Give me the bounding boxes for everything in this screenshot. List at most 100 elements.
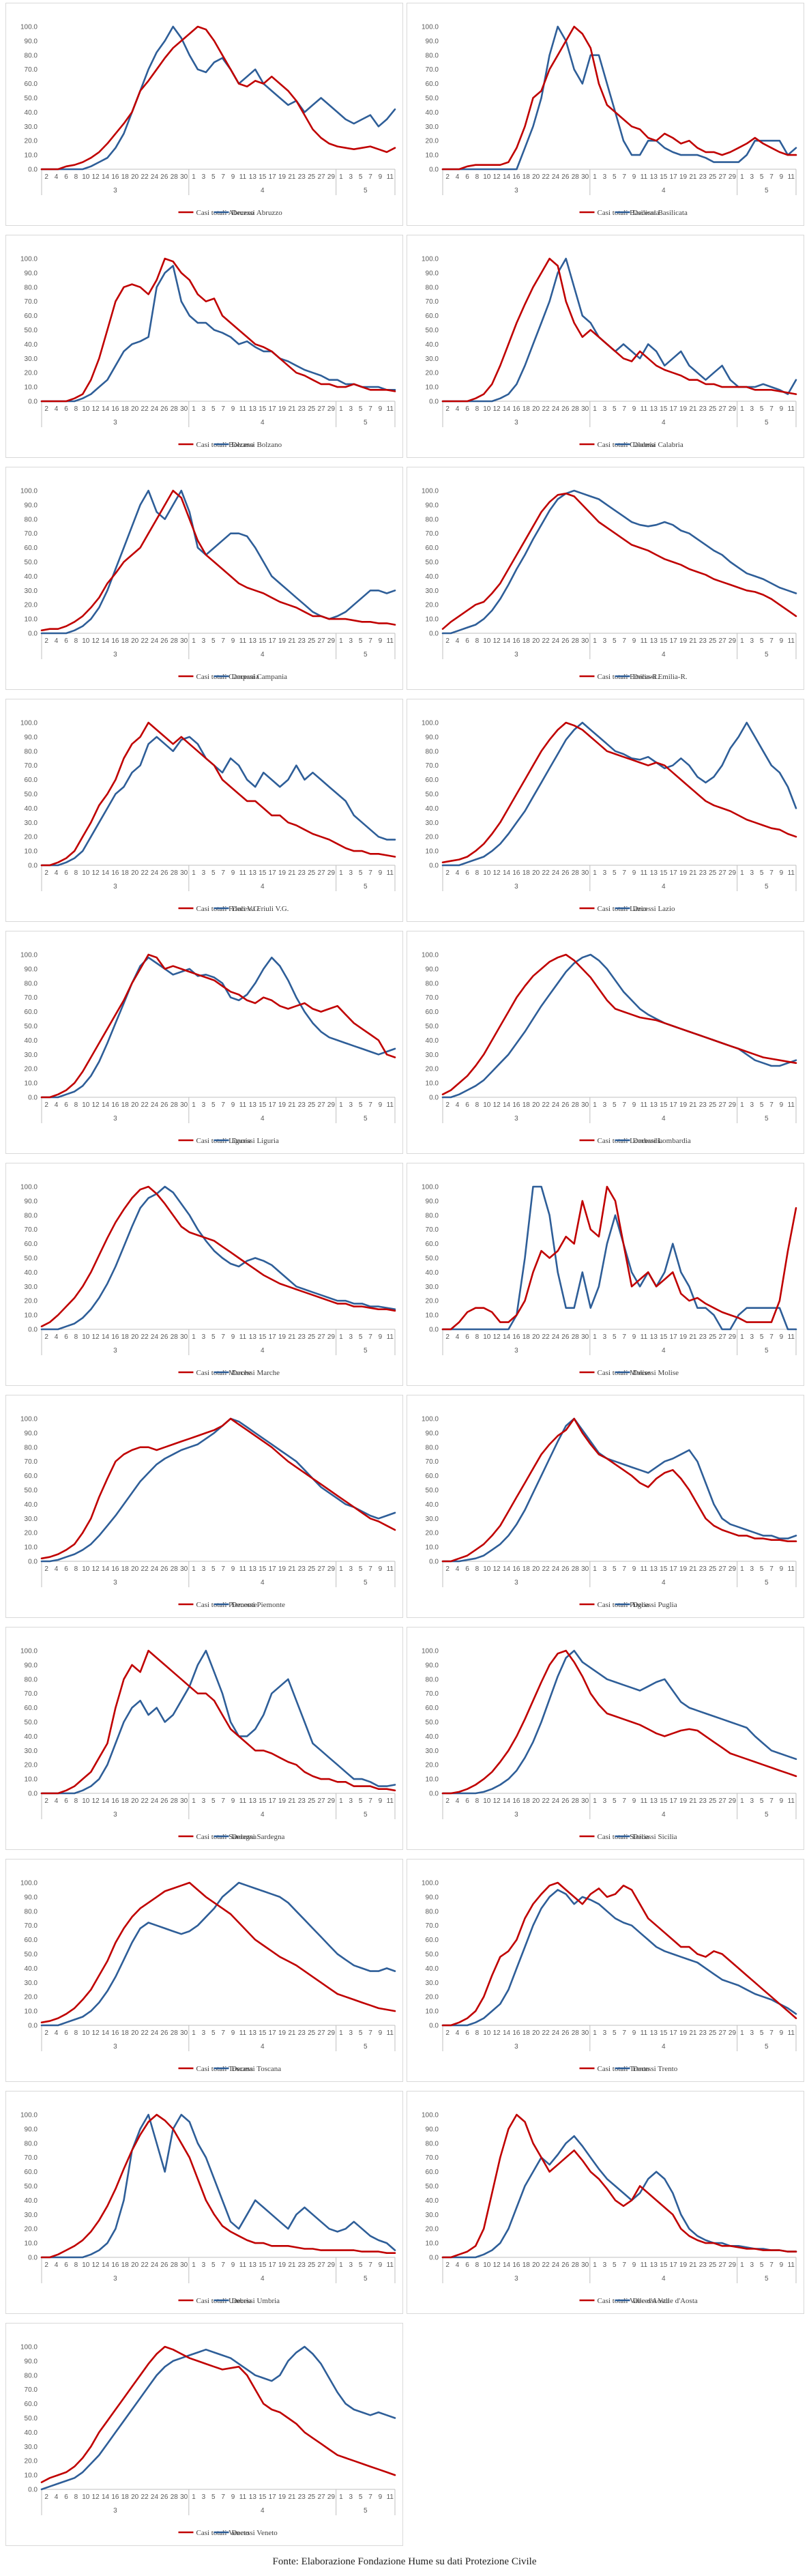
deaths-line — [40, 2113, 396, 2259]
y-tick-label: 100.0 — [422, 256, 439, 263]
x-tick-label: 4 — [456, 869, 460, 877]
x-tick-label: 7 — [221, 2029, 225, 2037]
y-tick-label: 40.0 — [426, 1269, 439, 1277]
cases-line — [441, 953, 797, 1096]
y-tick-label: 60.0 — [426, 777, 439, 784]
x-tick-label: 22 — [542, 173, 550, 181]
x-tick-label: 5 — [211, 2493, 216, 2501]
y-tick-label: 40.0 — [25, 2197, 38, 2205]
x-tick-label: 27 — [719, 869, 727, 877]
legend-deaths-label: Decessi Toscana — [232, 2065, 282, 2073]
x-tick-label: 1 — [339, 2261, 343, 2269]
y-tick-label: 0.0 — [429, 1559, 439, 1566]
deaths-line — [441, 1889, 797, 2027]
y-tick-label: 40.0 — [25, 1965, 38, 1973]
y-tick-label: 50.0 — [426, 1487, 439, 1494]
y-tick-label: 20.0 — [25, 370, 38, 377]
y-tick-label: 10.0 — [426, 1544, 439, 1552]
x-tick-label: 18 — [121, 1101, 130, 1109]
x-tick-label: 12 — [92, 2261, 100, 2269]
chart-svg: 0.0 10.0 20.0 30.0 40.0 50.0 60.0 70.0 80.0 90.0 1… — [422, 2112, 797, 2305]
y-tick-label: 50.0 — [426, 1023, 439, 1030]
x-tick-label: 5 — [613, 1333, 617, 1341]
x-tick-label: 17 — [269, 1101, 277, 1109]
x-tick-label: 17 — [670, 1565, 678, 1573]
y-tick-label: 60.0 — [426, 81, 439, 88]
x-tick-label: 3 — [603, 2029, 607, 2037]
x-tick-label: 13 — [249, 2029, 257, 2037]
x-tick-label: 23 — [699, 1333, 707, 1341]
x-tick-label: 1 — [192, 1797, 196, 1805]
x-tick-label: 7 — [769, 2029, 774, 2037]
deaths-line — [441, 1417, 797, 1563]
x-tick-label: 19 — [679, 637, 688, 645]
y-tick-label: 20.0 — [25, 1762, 38, 1769]
x-tick-label: 21 — [689, 1101, 697, 1109]
chart-panel-abruzzo: 0.0 10.0 20.0 30.0 40.0 50.0 60.0 70.0 80.0 90.0 1… — [5, 3, 403, 226]
x-tick-label: 21 — [689, 1333, 697, 1341]
x-tick-label: 4 — [55, 1797, 59, 1805]
y-tick-label: 20.0 — [426, 1066, 439, 1073]
x-tick-label: 19 — [278, 2029, 286, 2037]
x-tick-label: 1 — [192, 2261, 196, 2269]
y-tick-label: 100.0 — [20, 1880, 38, 1887]
x-tick-label: 19 — [278, 173, 286, 181]
y-tick-label: 90.0 — [25, 966, 38, 973]
y-tick-label: 20.0 — [25, 602, 38, 609]
y-tick-label: 0.0 — [429, 1095, 439, 1102]
y-tick-label: 90.0 — [426, 38, 439, 45]
x-tick-label: 11 — [641, 637, 648, 645]
y-tick-label: 20.0 — [25, 2458, 38, 2465]
x-tick-label: 21 — [288, 1333, 296, 1341]
x-tick-label: 3 — [603, 1797, 607, 1805]
y-tick-label: 50.0 — [426, 95, 439, 102]
x-tick-label: 30 — [581, 1333, 589, 1341]
x-tick-label: 6 — [465, 2029, 469, 2037]
month-label: 5 — [765, 187, 769, 194]
x-tick-label: 16 — [111, 405, 119, 413]
y-tick-label: 20.0 — [426, 834, 439, 841]
legend-deaths-label: Decessi Calabria — [633, 441, 683, 449]
month-label: 4 — [662, 651, 666, 659]
x-tick-label: 3 — [750, 1333, 754, 1341]
x-tick-label: 20 — [131, 1565, 139, 1573]
x-tick-label: 5 — [760, 2029, 764, 2037]
x-tick-label: 13 — [249, 869, 257, 877]
x-tick-label: 27 — [318, 869, 326, 877]
x-tick-label: 10 — [82, 1797, 90, 1805]
x-tick-label: 9 — [632, 173, 636, 181]
month-label: 5 — [364, 187, 368, 194]
x-tick-label: 5 — [613, 2261, 617, 2269]
x-tick-label: 8 — [475, 173, 480, 181]
y-tick-label: 0.0 — [429, 631, 439, 638]
chart-svg: 0.0 10.0 20.0 30.0 40.0 50.0 60.0 70.0 80.0 90.0 1… — [20, 1880, 396, 2073]
x-tick-label: 20 — [532, 405, 540, 413]
x-tick-label: 24 — [552, 173, 560, 181]
x-tick-label: 27 — [318, 2029, 326, 2037]
y-tick-label: 20.0 — [25, 138, 38, 145]
x-tick-label: 27 — [318, 1565, 326, 1573]
x-tick-label: 1 — [192, 869, 196, 877]
x-tick-label: 3 — [202, 869, 206, 877]
cases-line — [441, 721, 797, 864]
x-tick-label: 7 — [368, 869, 372, 877]
month-label: 5 — [765, 2043, 769, 2051]
y-tick-label: 100.0 — [20, 952, 38, 959]
x-tick-label: 15 — [259, 1101, 267, 1109]
x-tick-label: 3 — [349, 1101, 353, 1109]
x-tick-label: 7 — [622, 1101, 626, 1109]
chart-panel-puglia: 0.0 10.0 20.0 30.0 40.0 50.0 60.0 70.0 80.0 90.0 1… — [407, 1395, 804, 1618]
x-tick-label: 10 — [82, 869, 90, 877]
x-tick-label: 28 — [572, 1565, 580, 1573]
x-tick-label: 15 — [660, 637, 668, 645]
x-tick-label: 7 — [221, 1333, 225, 1341]
x-tick-label: 13 — [650, 1101, 658, 1109]
y-tick-label: 40.0 — [426, 109, 439, 117]
x-tick-label: 11 — [239, 869, 247, 877]
x-tick-label: 11 — [239, 173, 247, 181]
x-tick-label: 21 — [689, 405, 697, 413]
y-tick-label: 10.0 — [25, 152, 38, 160]
deaths-line — [40, 956, 396, 1099]
x-tick-label: 9 — [379, 173, 383, 181]
